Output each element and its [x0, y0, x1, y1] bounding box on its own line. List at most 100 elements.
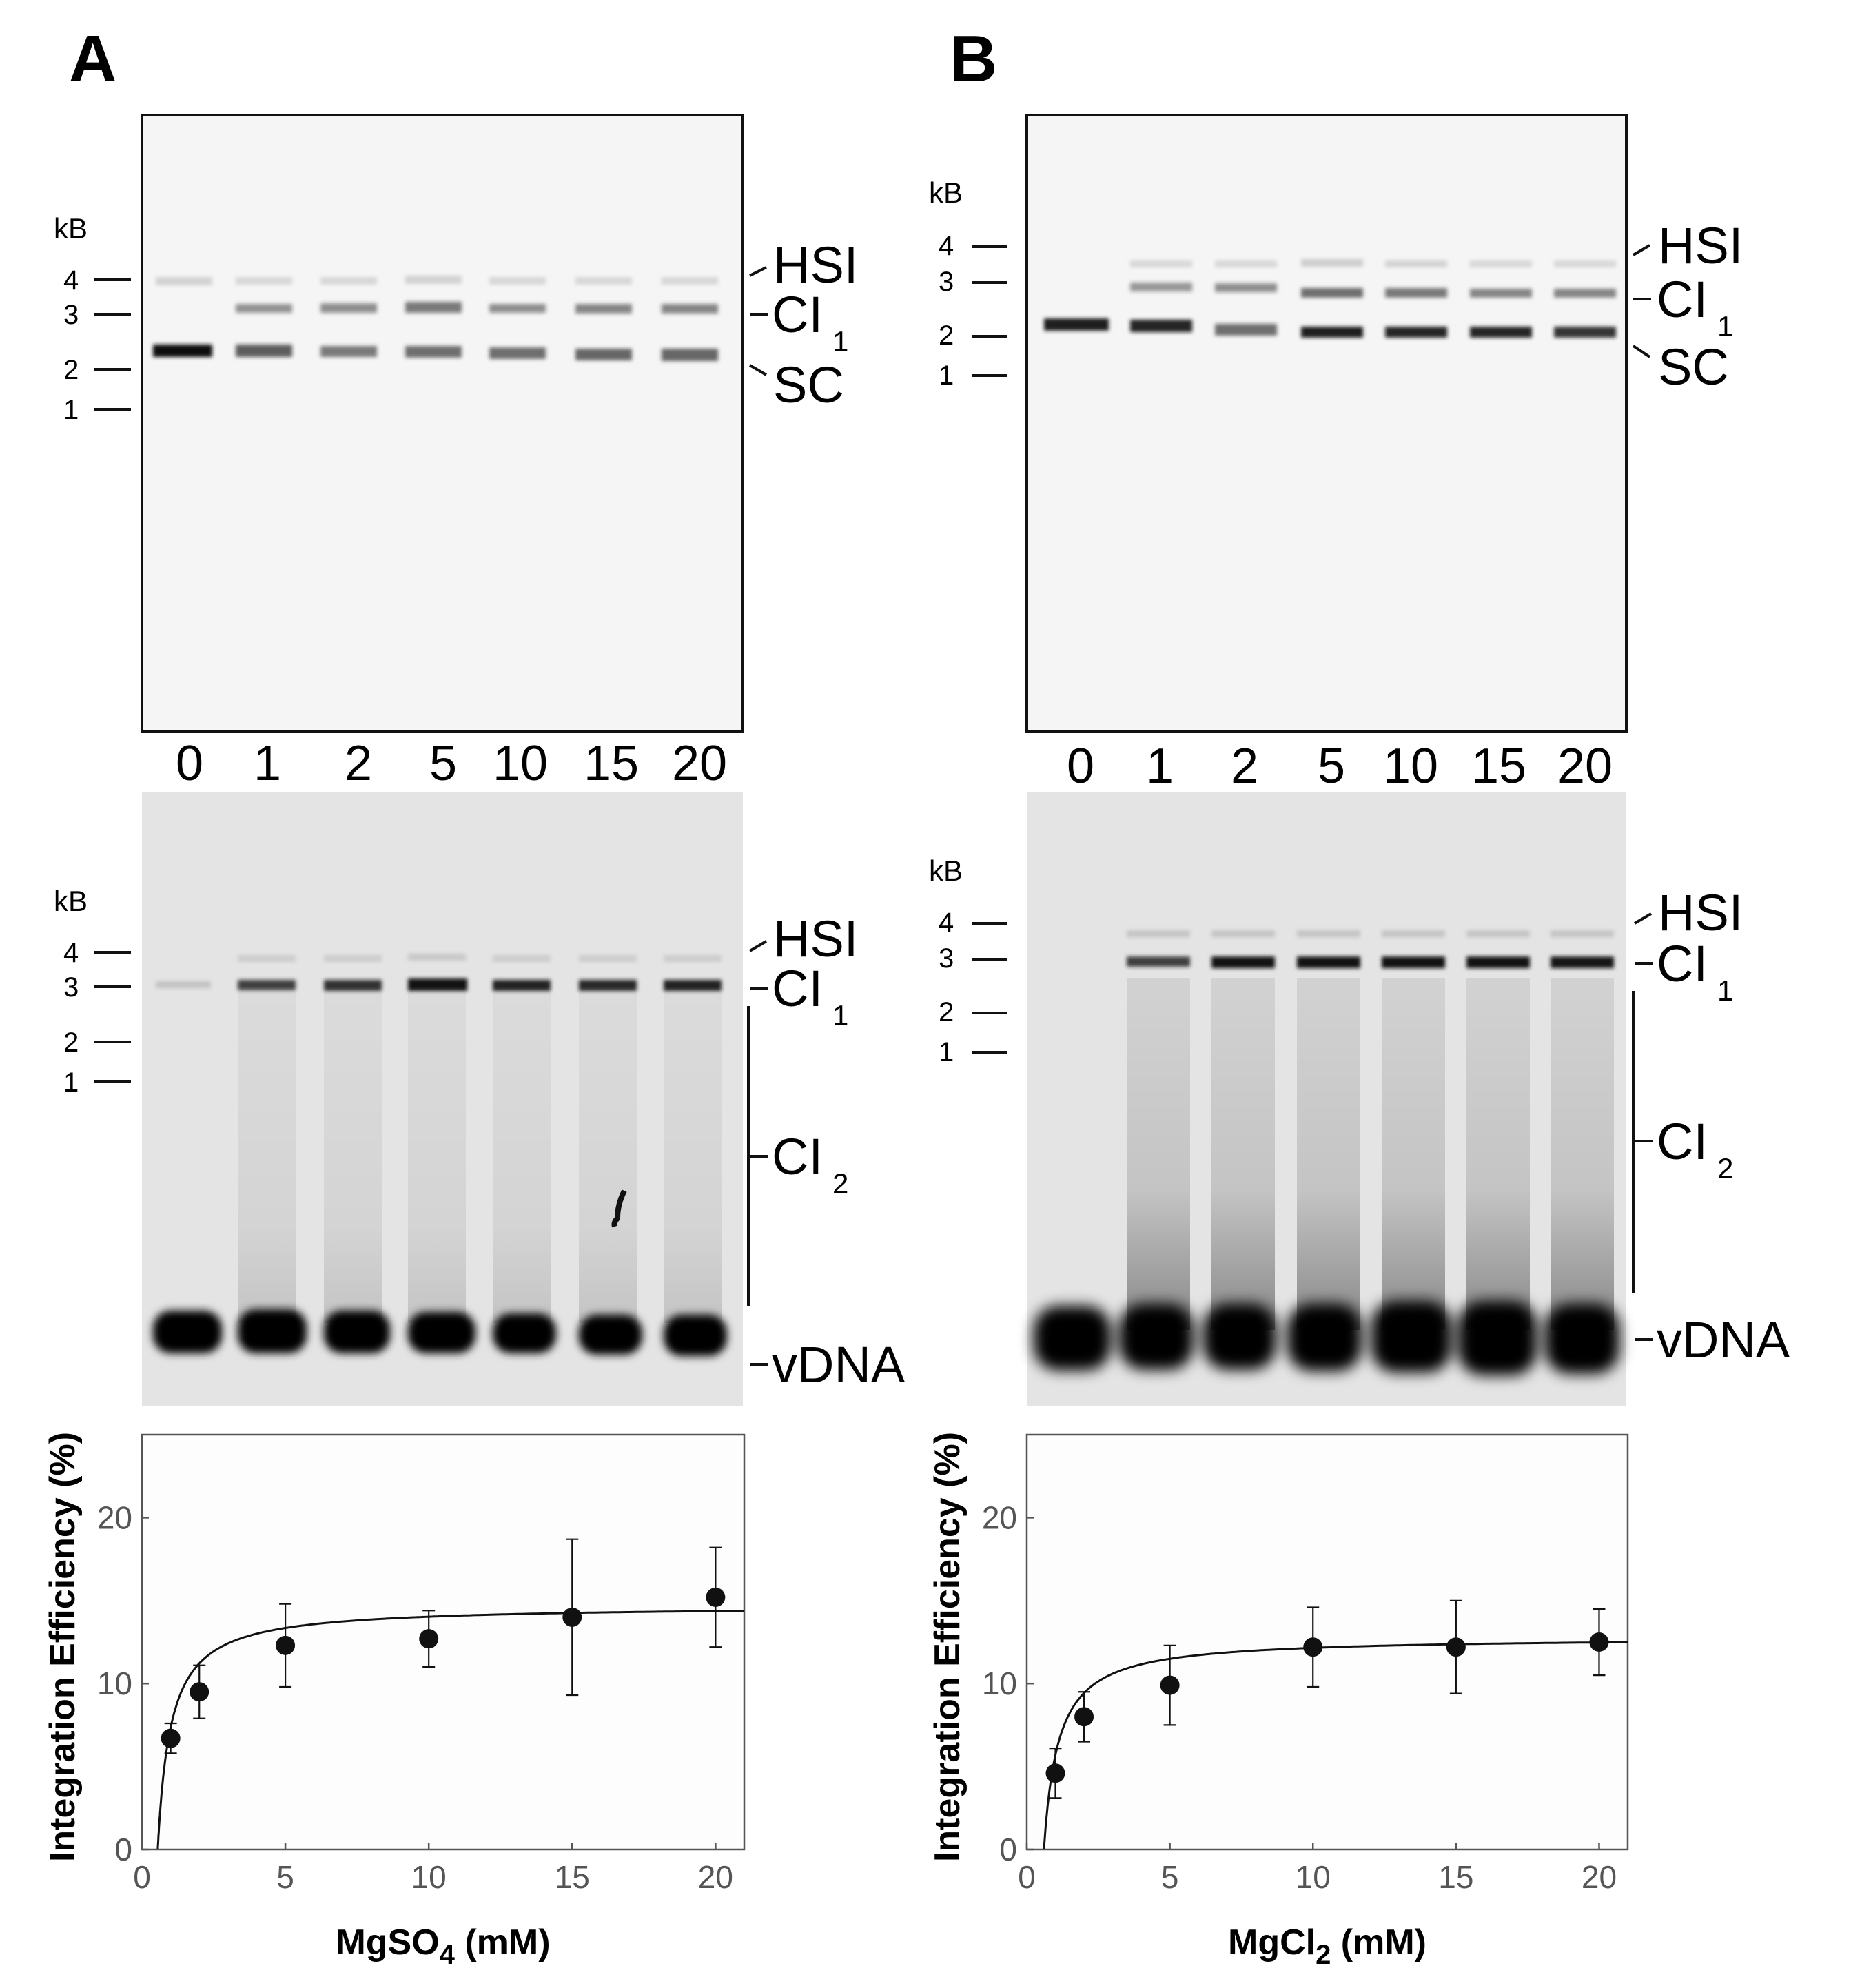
lane-label-a-0: 0 [176, 736, 203, 791]
plot-b-xlabel-sub: 2 [1316, 1940, 1331, 1970]
plot-b-xlabel: MgCl2 (mM) [1228, 1923, 1426, 1970]
plot-a-xlabel-sub: 4 [440, 1940, 456, 1970]
gel-a2-ladder-2: 2 [63, 1027, 79, 1058]
gel-a2-ladder-1: 1 [63, 1067, 79, 1098]
gel-b1-label-ci-sub: 1 [1717, 310, 1733, 342]
plot-b-data-point [1160, 1675, 1180, 1695]
gel-a2-kb-title: kB [54, 885, 88, 917]
lane-labels-b: 0 1 2 5 10 15 20 [1067, 739, 1613, 794]
plot-a: 0 5 10 15 20 0 10 20 Integration Efficiency (%)… [43, 1432, 746, 1970]
gel-b1-frame [1025, 114, 1628, 733]
plot-a-data-point [419, 1629, 439, 1649]
lane-label-a-6: 20 [672, 736, 727, 791]
gel-b2-label-ci1: CI [1657, 935, 1708, 992]
plot-b-ytick-label: 0 [999, 1832, 1017, 1867]
gel-a1-label-ci-sub: 1 [832, 325, 848, 358]
lane-label-a-4: 10 [493, 736, 548, 791]
plot-a-data-point [706, 1587, 726, 1607]
lane-label-b-2: 2 [1231, 739, 1258, 794]
gel-b1-bands [1044, 259, 1616, 338]
lane-label-b-0: 0 [1067, 739, 1094, 794]
plot-a-ylabel: Integration Efficiency (%) [43, 1432, 83, 1862]
panel-b-gel1: kB 4 3 2 1 HSI CI 1 SC 0 1 2 5 10 15 [929, 114, 1743, 794]
gel-a1-label-ci: CI [772, 286, 823, 343]
plot-b-xtick-label: 20 [1582, 1859, 1617, 1895]
lane-label-b-5: 15 [1471, 739, 1526, 794]
plot-b-data-point [1074, 1707, 1094, 1727]
plot-a-xtick-label: 5 [276, 1859, 294, 1895]
plot-b-ylabel: Integration Efficiency (%) [928, 1432, 968, 1862]
plot-a-data-point [161, 1728, 181, 1748]
panel-a-gel2: kB 4 3 2 1 HSI CI 1 CI 2 vDNA [54, 792, 906, 1406]
gel-b2-label-vdna: vDNA [1657, 1311, 1790, 1369]
plot-b: 0 5 10 15 20 0 10 20 Integration Efficiency (%)… [928, 1432, 1629, 1970]
plot-a-xtick-label: 20 [698, 1859, 733, 1895]
gel-b1-ladder-3: 3 [939, 267, 954, 297]
plot-a-ticks: 0 5 10 15 20 0 10 20 [97, 1499, 733, 1895]
lane-label-b-1: 1 [1146, 739, 1174, 794]
panel-letter-a: A [69, 22, 116, 96]
gel-a2-artifact [611, 1189, 627, 1228]
lane-label-a-1: 1 [254, 736, 281, 791]
plot-b-xtick-label: 5 [1161, 1859, 1179, 1895]
gel-b2-label-ci1-sub: 1 [1717, 974, 1733, 1007]
plot-a-xlabel-main: MgSO [336, 1923, 439, 1963]
plot-a-data-point [190, 1682, 209, 1702]
plot-b-marks [1043, 1599, 1628, 1850]
gel-a2-label-ci1: CI [772, 960, 823, 1017]
plot-b-xtick-label: 0 [1018, 1859, 1036, 1895]
plot-b-xlabel-main: MgCl [1228, 1923, 1316, 1963]
plot-a-ytick-label: 10 [97, 1666, 132, 1701]
plot-a-data-point [562, 1607, 582, 1627]
gel-a1-ladder-1: 1 [63, 395, 79, 425]
gel-b2-label-hsi: HSI [1658, 884, 1743, 941]
gel-b1-label-hsi: HSI [1658, 217, 1743, 274]
plot-a-xtick-label: 15 [555, 1859, 590, 1895]
plot-a-xtick-label: 0 [133, 1859, 151, 1895]
gel-a1-ladder-4: 4 [63, 265, 79, 296]
gel-b2-vdna [1034, 1301, 1619, 1375]
gel-b2-bands [1127, 930, 1614, 968]
gel-a1-label-sc: SC [773, 356, 844, 413]
gel-a2-ladder-4: 4 [63, 938, 79, 968]
gel-a2-smears [238, 992, 722, 1323]
plot-b-data-point [1589, 1632, 1609, 1652]
panel-b-gel2: kB 4 3 2 1 HSI CI 1 CI 2 vDNA [929, 792, 1790, 1406]
gel-a1-ladder-2: 2 [63, 355, 79, 385]
gel-a2-label-ci2: CI [772, 1128, 823, 1185]
lane-label-a-5: 15 [584, 736, 639, 791]
plot-b-data-point [1303, 1637, 1323, 1657]
gel-a2-label-hsi: HSI [773, 910, 858, 967]
gel-b1-label-ci: CI [1657, 271, 1708, 328]
plot-b-ytick-label: 10 [982, 1666, 1017, 1701]
gel-b1-ladder-2: 2 [939, 320, 954, 351]
gel-a1-ladder-3: 3 [63, 300, 79, 330]
plot-a-ytick-label: 20 [97, 1499, 132, 1535]
gel-a1-label-hsi: HSI [773, 236, 858, 294]
plot-b-data-point [1446, 1637, 1466, 1657]
panel-letter-b: B [950, 22, 997, 96]
gel-b2-ladder-2: 2 [939, 997, 954, 1027]
gel-b1-ladder-4: 4 [939, 231, 954, 261]
plot-b-axes [1025, 1433, 1629, 1851]
gel-a2-label-ci1-sub: 1 [832, 999, 848, 1032]
gel-a1-frame [141, 114, 744, 733]
plot-b-xtick-label: 15 [1438, 1859, 1473, 1895]
lane-label-b-3: 5 [1318, 739, 1345, 794]
lane-labels-a: 0 1 2 5 10 15 20 [176, 736, 727, 791]
plot-b-xlabel-tail: (mM) [1331, 1923, 1426, 1963]
plot-a-marks [156, 1538, 745, 1849]
plot-a-axes [141, 1433, 746, 1851]
gel-a2-bands [156, 954, 722, 991]
gel-b2-label-ci2: CI [1657, 1113, 1708, 1170]
plot-a-xlabel-tail: (mM) [455, 1923, 551, 1963]
gel-a2-ladder-3: 3 [63, 972, 79, 1003]
gel-b2-kb-title: kB [929, 854, 963, 887]
gel-a1-kb-title: kB [54, 212, 88, 245]
gel-a2-vdna [153, 1309, 727, 1356]
lane-label-a-3: 5 [429, 736, 457, 791]
gel-b1-label-sc: SC [1658, 338, 1729, 396]
gel-a1-bands [153, 276, 718, 361]
plot-a-data-point [276, 1635, 296, 1655]
